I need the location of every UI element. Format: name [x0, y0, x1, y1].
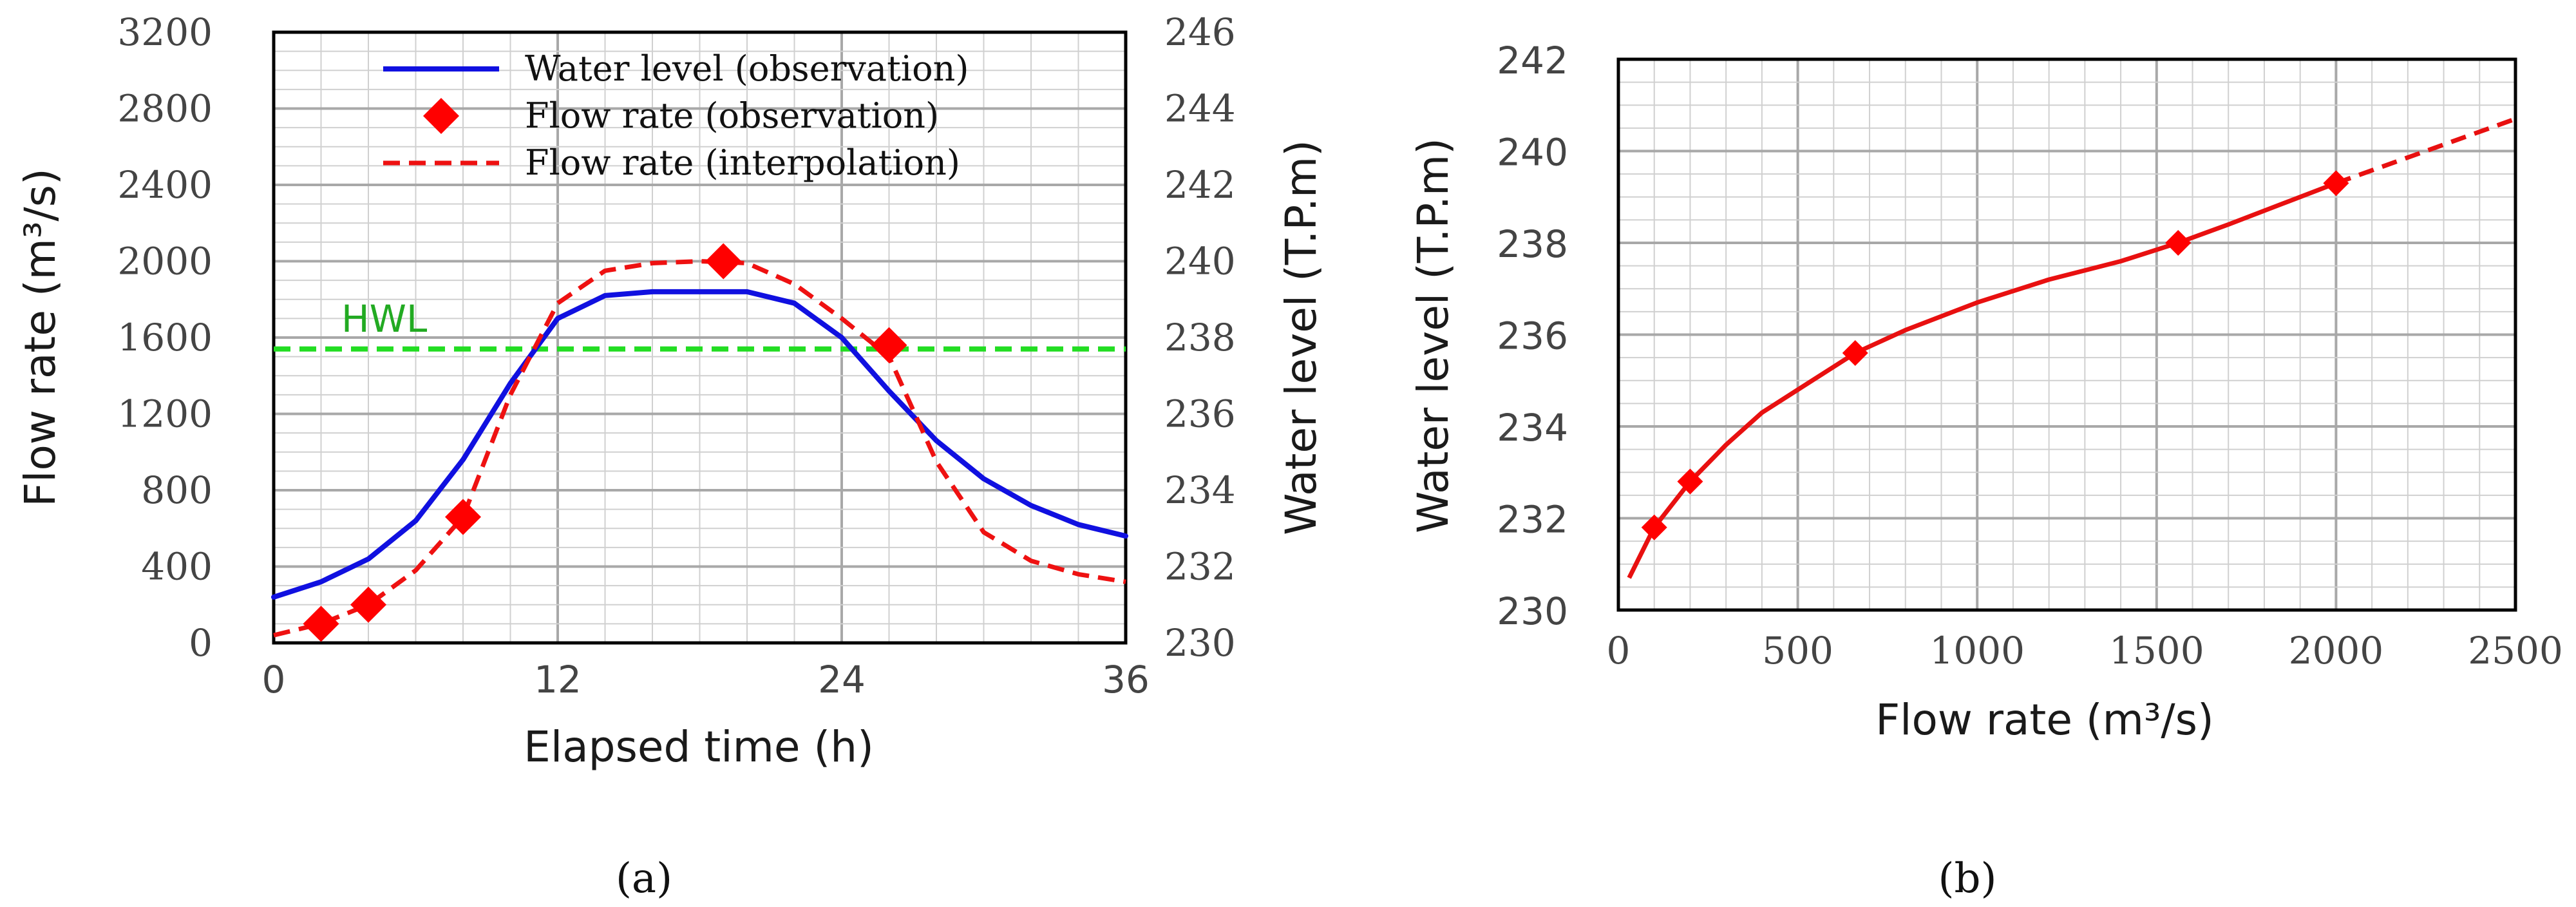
- y-left-tick-label: 800: [141, 468, 213, 512]
- panel-a-chart: 0400800120016002000240028003200230232234…: [15, 10, 1326, 902]
- panel-b-grid: [1617, 58, 2517, 611]
- rating-curve-extrapolation-line: [2335, 117, 2517, 186]
- y-right-tick-label: 244: [1164, 87, 1236, 131]
- y-left-tick-label: 400: [141, 545, 213, 589]
- y-left-tick-label: 2800: [117, 87, 213, 131]
- rating-observation-marker: [2323, 170, 2349, 196]
- panel-a-frame: [272, 30, 1128, 645]
- rating-observation-marker: [1677, 468, 1703, 495]
- panel-b-frame: [1616, 57, 2517, 612]
- y-left-tick-label: 0: [189, 621, 213, 665]
- panel-b-ticks: 230 232 234 236 238 240 242 0 500 1000 1500 2000 250…: [1497, 39, 2563, 673]
- y-tick-label: 238: [1497, 222, 1568, 266]
- y-tick-label: 236: [1497, 314, 1568, 358]
- legend-label-flow-interpolation: Flow rate (interpolation): [525, 142, 960, 183]
- flow-observation-marker: [871, 327, 907, 363]
- y-right-tick-label: 240: [1164, 240, 1236, 283]
- x-tick-label: 500: [1762, 629, 1833, 673]
- x-tick-label: 1000: [1929, 629, 2025, 673]
- flow-observation-marker: [303, 606, 339, 642]
- panel-a-y-left-title: Flow rate (m³/s): [15, 168, 65, 507]
- y-right-tick-label: 246: [1164, 10, 1236, 54]
- y-left-tick-label: 1600: [117, 316, 213, 359]
- x-tick-label: 24: [818, 658, 866, 702]
- flow-observation-marker: [350, 586, 386, 623]
- x-tick-label: 2500: [2468, 629, 2563, 673]
- panel-b-label: (b): [1938, 855, 1997, 902]
- x-tick-label: 0: [262, 658, 286, 702]
- y-left-tick-label: 2400: [117, 163, 213, 207]
- flow-interpolation-line: [273, 259, 1126, 638]
- panel-a-series: [271, 243, 1128, 642]
- panel-a-y-right-title: Water level (T.P.m): [1276, 140, 1326, 535]
- x-tick-label: 36: [1102, 658, 1150, 702]
- y-left-tick-label: 3200: [117, 10, 213, 54]
- y-right-tick-label: 230: [1164, 621, 1236, 665]
- y-tick-label: 232: [1497, 498, 1568, 542]
- water-level-line: [271, 289, 1128, 600]
- rating-observation-marker: [1842, 340, 1868, 366]
- x-tick-label: 0: [1607, 629, 1631, 673]
- x-tick-label: 12: [534, 658, 582, 702]
- panel-a-x-title: Elapsed time (h): [524, 722, 874, 772]
- panel-b-y-title: Water level (T.P.m): [1408, 138, 1458, 533]
- y-left-tick-label: 1200: [117, 392, 213, 436]
- y-tick-label: 242: [1497, 39, 1568, 82]
- rating-observation-marker: [1641, 514, 1667, 540]
- y-right-tick-label: 236: [1164, 392, 1236, 436]
- x-tick-label: 1500: [2109, 629, 2204, 673]
- hwl-label: HWL: [341, 297, 427, 341]
- legend-label-flow-observation: Flow rate (observation): [525, 95, 939, 136]
- y-tick-label: 234: [1497, 406, 1568, 450]
- panel-a-ticks: 0400800120016002000240028003200230232234…: [117, 10, 1235, 702]
- y-left-tick-label: 2000: [117, 240, 213, 283]
- y-right-tick-label: 238: [1164, 316, 1236, 359]
- rating-observation-marker: [2165, 230, 2192, 256]
- y-right-tick-label: 234: [1164, 468, 1236, 512]
- panel-b-series: [1627, 117, 2517, 579]
- y-tick-label: 230: [1497, 589, 1568, 633]
- panel-b-x-title: Flow rate (m³/s): [1875, 695, 2214, 745]
- rating-curve-line: [1627, 181, 2337, 579]
- panel-a-label: (a): [616, 855, 672, 902]
- y-right-tick-label: 232: [1164, 545, 1236, 589]
- flow-observation-marker: [445, 499, 481, 535]
- flow-observation-marker: [705, 243, 742, 280]
- y-right-tick-label: 242: [1164, 163, 1236, 207]
- legend-label-water-level: Water level (observation): [525, 48, 969, 89]
- panel-b-chart: 230 232 234 236 238 240 242 0 500 1000 1500 2000 250…: [1408, 39, 2563, 902]
- panel-a-legend: Water level (observation) Flow rate (obs…: [383, 48, 969, 183]
- legend-swatch-flow-observation: [423, 98, 459, 134]
- y-tick-label: 240: [1497, 131, 1568, 175]
- x-tick-label: 2000: [2289, 629, 2384, 673]
